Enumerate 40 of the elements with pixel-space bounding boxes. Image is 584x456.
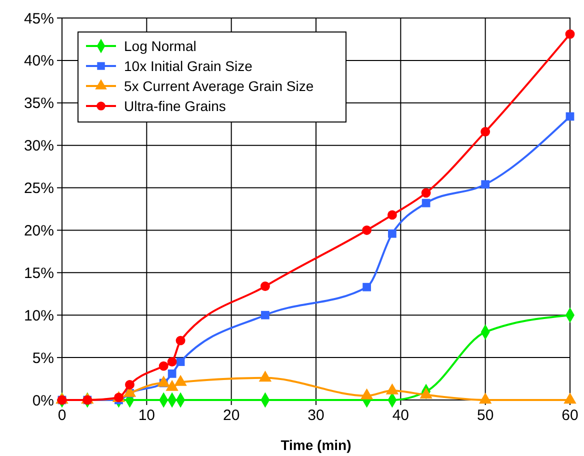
point	[566, 112, 574, 121]
x-tick-label: 20	[222, 407, 240, 424]
x-tick-label: 10	[138, 407, 156, 424]
x-tick-label: 30	[308, 407, 324, 424]
point	[158, 361, 168, 371]
x-tick-label: 60	[562, 407, 578, 424]
y-tick-label: 35%	[24, 95, 54, 112]
point	[422, 198, 430, 208]
y-tick-label: 30%	[24, 138, 54, 155]
point	[387, 210, 397, 220]
point	[167, 357, 177, 367]
y-tick-label: 15%	[24, 264, 54, 282]
point	[176, 358, 185, 366]
y-tick-label: 10%	[24, 307, 54, 324]
point	[388, 229, 396, 238]
point	[176, 336, 186, 346]
point	[261, 310, 270, 320]
point	[125, 380, 134, 390]
point	[362, 226, 372, 235]
point	[260, 282, 270, 291]
legend-label: Ultra-fine Grains	[124, 98, 226, 114]
legend-label: 5x Current Average Grain Size	[124, 78, 314, 94]
point	[565, 29, 575, 39]
point	[481, 180, 490, 189]
point	[421, 188, 431, 198]
y-tick-label: 40%	[24, 52, 54, 70]
point	[480, 127, 490, 136]
y-tick-label: 0%	[32, 392, 54, 410]
point	[168, 370, 176, 378]
x-axis-title: Time (min)	[280, 437, 352, 453]
y-tick-label: 45%	[24, 10, 54, 28]
legend-label: 10x Initial Grain Size	[124, 58, 253, 74]
y-tick-label: 5%	[32, 350, 54, 367]
x-tick-label: 0	[58, 407, 66, 424]
y-tick-label: 25%	[24, 180, 54, 198]
legend-label: Log Normal	[124, 38, 196, 54]
x-tick-label: 40	[392, 407, 410, 424]
y-tick-label: 20%	[24, 222, 54, 240]
point	[362, 282, 371, 292]
x-tick-label: 50	[476, 407, 494, 424]
